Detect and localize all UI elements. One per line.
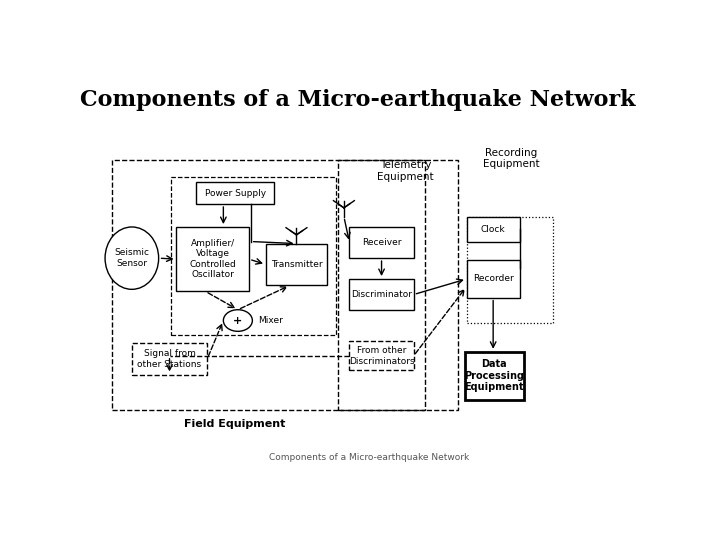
FancyBboxPatch shape [176, 227, 249, 292]
Text: Mixer: Mixer [258, 316, 283, 325]
Text: Recording
Equipment: Recording Equipment [483, 147, 539, 169]
FancyBboxPatch shape [467, 260, 520, 298]
Text: Seismic
Sensor: Seismic Sensor [114, 248, 149, 268]
Text: Signal from
other Stations: Signal from other Stations [138, 349, 202, 369]
Text: +: + [233, 315, 243, 326]
FancyBboxPatch shape [132, 343, 207, 375]
Text: Clock: Clock [481, 225, 505, 234]
Text: Transmitter: Transmitter [271, 260, 323, 269]
FancyBboxPatch shape [196, 183, 274, 204]
Circle shape [223, 310, 253, 332]
Text: Field Equipment: Field Equipment [184, 420, 286, 429]
Text: Recorder: Recorder [473, 274, 513, 284]
Text: Components of a Micro-earthquake Network: Components of a Micro-earthquake Network [269, 453, 469, 462]
FancyBboxPatch shape [465, 352, 523, 400]
FancyBboxPatch shape [266, 244, 327, 285]
Text: Power Supply: Power Supply [204, 189, 266, 198]
FancyBboxPatch shape [467, 218, 520, 241]
Ellipse shape [105, 227, 158, 289]
FancyBboxPatch shape [349, 227, 414, 258]
Text: Amplifier/
Voltage
Controlled
Oscillator: Amplifier/ Voltage Controlled Oscillator [189, 239, 236, 279]
Text: Data
Processing
Equipment: Data Processing Equipment [464, 359, 524, 392]
Text: From other
Discriminators: From other Discriminators [348, 346, 415, 366]
Text: Receiver: Receiver [362, 238, 401, 247]
FancyBboxPatch shape [349, 279, 414, 310]
FancyBboxPatch shape [349, 341, 414, 370]
Text: Discriminator: Discriminator [351, 290, 412, 299]
Text: Components of a Micro-earthquake Network: Components of a Micro-earthquake Network [80, 89, 636, 111]
Text: Telemetry
Equipment: Telemetry Equipment [377, 160, 433, 181]
